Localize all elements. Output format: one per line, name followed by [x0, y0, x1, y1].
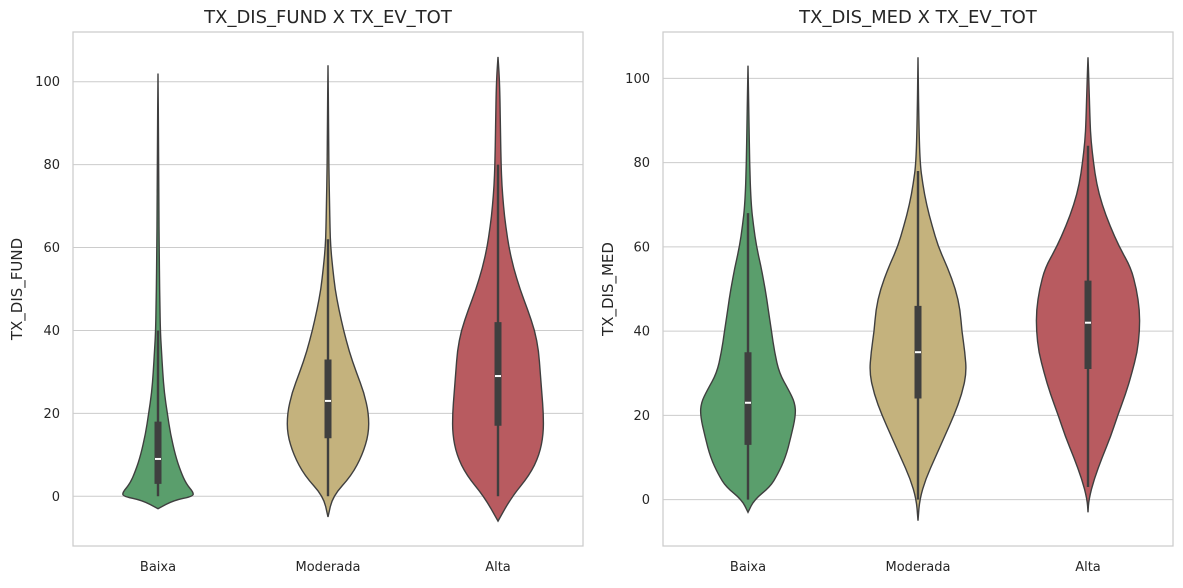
plot-frame [72, 31, 584, 547]
y-tick-label: 20 [43, 407, 60, 422]
y-tick-label: 40 [633, 325, 650, 340]
y-axis-label: TX_DIS_FUND [8, 238, 27, 341]
y-tick-label: 0 [642, 493, 650, 508]
x-tick-label: Moderada [886, 560, 951, 575]
subplot-left: 0 20 40 60 80 100 Baixa Moderada Alta TX_DIS_FUND… [8, 7, 584, 575]
x-tick-label: Moderada [296, 560, 361, 575]
y-tick-label: 20 [633, 409, 650, 424]
y-axis-label: TX_DIS_MED [599, 242, 618, 337]
subplot-right: 0 20 40 60 80 100 Baixa Moderada Alta TX_DIS_MED … [599, 7, 1174, 575]
y-tick-label: 100 [625, 72, 650, 87]
y-tick-label: 80 [633, 156, 650, 171]
x-tick-label: Alta [485, 560, 511, 575]
chart-title: TX_DIS_FUND X TX_EV_TOT [203, 7, 453, 28]
y-tick-label: 60 [43, 241, 60, 256]
x-tick-label: Alta [1075, 560, 1101, 575]
x-tick-label: Baixa [730, 560, 766, 575]
y-tick-label: 40 [43, 324, 60, 339]
y-tick-label: 100 [35, 75, 60, 90]
plot-frame [662, 31, 1174, 547]
y-tick-label: 80 [43, 158, 60, 173]
x-tick-label: Baixa [140, 560, 176, 575]
y-tick-label: 60 [633, 240, 650, 255]
y-tick-label: 0 [52, 490, 60, 505]
chart-title: TX_DIS_MED X TX_EV_TOT [798, 7, 1038, 28]
violin-baixa [122, 73, 194, 510]
